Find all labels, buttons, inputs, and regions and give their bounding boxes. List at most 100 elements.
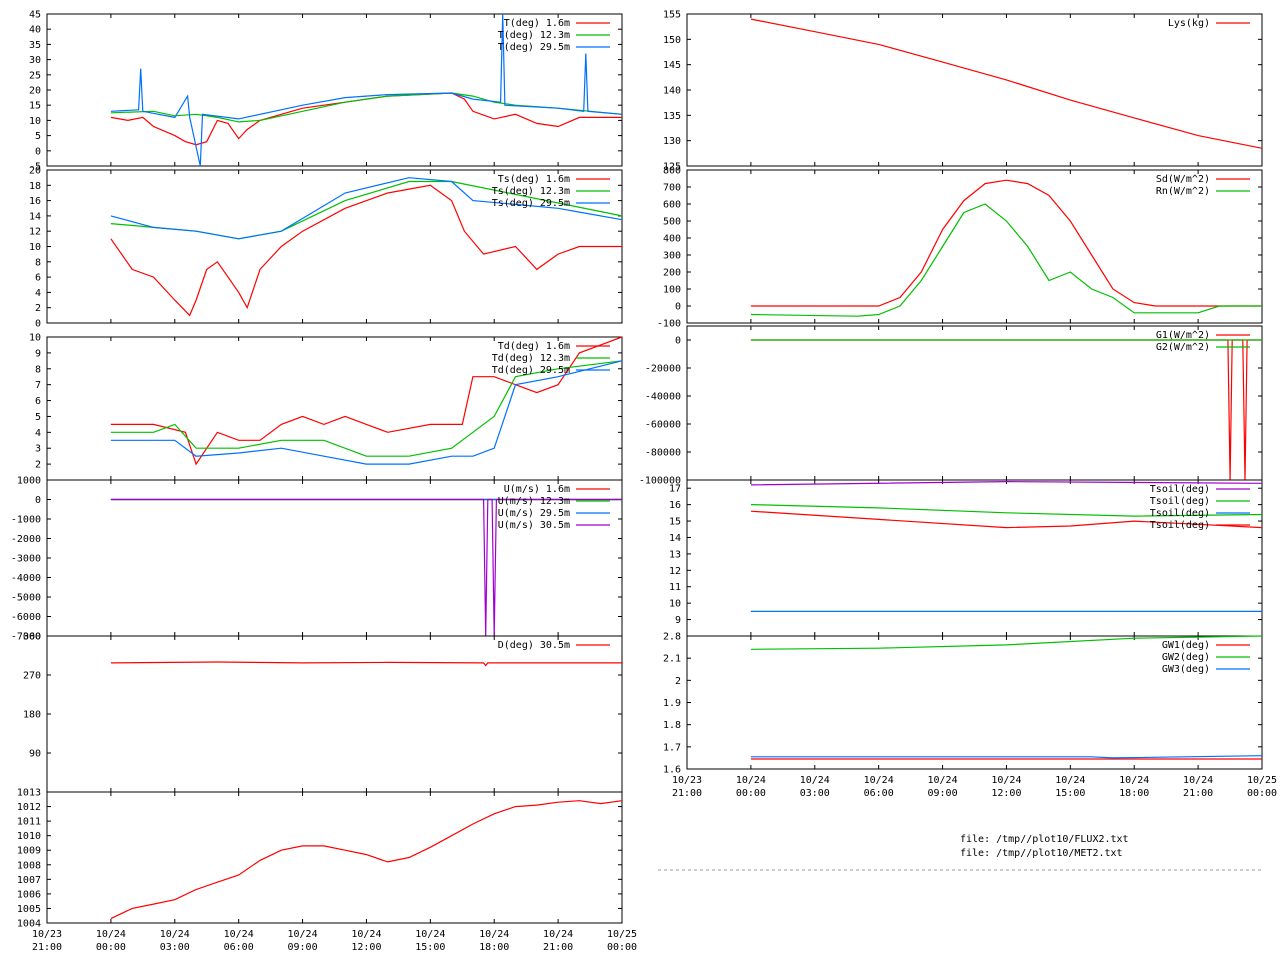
y-tick-label: 0 bbox=[35, 495, 41, 506]
y-tick-label: 0 bbox=[35, 146, 41, 157]
y-tick-label: 1.9 bbox=[663, 698, 681, 709]
y-tick-label: 1012 bbox=[17, 802, 41, 813]
x-tick-label: 09:00 bbox=[288, 942, 318, 953]
chart-g: -100000 -80000 -60000 -40000 -20000 0 G1(W/m^2… bbox=[639, 325, 1263, 487]
y-tick-label: 15 bbox=[29, 101, 41, 112]
x-tick-label: 18:00 bbox=[1119, 788, 1149, 799]
series-line-d-0 bbox=[110, 661, 622, 667]
y-tick-label: 6 bbox=[35, 396, 41, 407]
y-tick-label: 140 bbox=[663, 86, 681, 97]
y-tick-label: -4000 bbox=[11, 573, 41, 584]
legend-label: Sd(W/m^2) bbox=[1156, 174, 1210, 185]
y-tick-label: 2.1 bbox=[663, 654, 681, 665]
legend-label: Ts(deg) 29.5m bbox=[492, 198, 570, 209]
legend-label: U(m/s) 29.5m bbox=[498, 508, 570, 519]
series-line-sd-0 bbox=[750, 179, 1262, 307]
y-tick-label: 3 bbox=[35, 444, 41, 455]
chart-lys: 125 130 135 140 145 150 155 Lys(kg) bbox=[663, 10, 1263, 173]
y-tick-label: 1008 bbox=[17, 860, 41, 871]
legend-label: GW3(deg) bbox=[1162, 664, 1210, 675]
legend-label: Td(deg) 12.3m bbox=[492, 353, 570, 364]
y-tick-label: 20 bbox=[29, 166, 41, 177]
legend-label: Td(deg) 29.5m bbox=[492, 365, 570, 376]
x-tick-label: 21:00 bbox=[32, 942, 62, 953]
y-tick-label: 40 bbox=[29, 25, 41, 36]
y-tick-label: -1000 bbox=[11, 515, 41, 526]
y-tick-label: -100000 bbox=[639, 476, 681, 487]
y-tick-label: 14 bbox=[669, 533, 681, 544]
y-tick-label: 18 bbox=[29, 181, 41, 192]
x-tick-label: 12:00 bbox=[991, 788, 1021, 799]
y-tick-label: 100 bbox=[663, 285, 681, 296]
y-tick-label: 5 bbox=[35, 412, 41, 423]
series-line-lys-0 bbox=[750, 18, 1263, 149]
y-tick-label: 1004 bbox=[17, 919, 41, 930]
y-tick-label: 2.8 bbox=[663, 632, 681, 643]
y-tick-label: 180 bbox=[23, 710, 41, 721]
y-tick-label: 16 bbox=[29, 196, 41, 207]
y-tick-label: 0 bbox=[35, 319, 41, 330]
legend-label: U(m/s) 30.5m bbox=[498, 520, 570, 531]
x-tick-label: 03:00 bbox=[160, 942, 190, 953]
series-line-g-0 bbox=[750, 339, 1262, 481]
x-tick-label: 18:00 bbox=[479, 942, 509, 953]
chart-gw: 1.6 1.7 1.8 1.9 2 2.1 2.8 GW1(deg)GW2(deg)GW3(d… bbox=[663, 632, 1277, 800]
y-tick-label: 150 bbox=[663, 35, 681, 46]
file-line-flux: file: /tmp//plot10/FLUX2.txt bbox=[960, 834, 1129, 845]
y-tick-label: 700 bbox=[663, 183, 681, 194]
y-tick-label: 1006 bbox=[17, 889, 41, 900]
y-tick-label: -20000 bbox=[645, 364, 681, 375]
legend-label: D(deg) 30.5m bbox=[498, 640, 570, 651]
series-line-sd-1 bbox=[750, 203, 1262, 317]
y-tick-label: 30 bbox=[29, 55, 41, 66]
y-tick-label: 400 bbox=[663, 234, 681, 245]
legend-label: Ts(deg) 1.6m bbox=[498, 174, 570, 185]
legend-label: Td(deg) 1.6m bbox=[498, 341, 570, 352]
x-tick-label: 10/24 bbox=[479, 929, 509, 940]
x-tick-label: 10/24 bbox=[736, 775, 766, 786]
legend-label: U(m/s) 12.3m bbox=[498, 496, 570, 507]
y-tick-label: 1013 bbox=[17, 788, 41, 799]
x-tick-label: 21:00 bbox=[672, 788, 702, 799]
series-line-tsoil-0 bbox=[750, 480, 1263, 486]
chart-sd: -100 0 100 200 300 400 500 600 700 800 Sd(W/m^2)Rn… bbox=[657, 166, 1263, 330]
chart-p: 1004 1005 1006 1007 1008 1009 1010 1011 1012 1013… bbox=[17, 788, 637, 954]
series-line-td-0 bbox=[110, 336, 623, 466]
y-tick-label: 45 bbox=[29, 10, 41, 21]
y-tick-label: 12 bbox=[669, 566, 681, 577]
y-tick-label: 15 bbox=[669, 517, 681, 528]
plot-frame bbox=[686, 169, 1263, 324]
y-tick-label: 20 bbox=[29, 86, 41, 97]
y-tick-label: -60000 bbox=[645, 420, 681, 431]
x-tick-label: 00:00 bbox=[96, 942, 126, 953]
series-line-ts-2 bbox=[110, 177, 623, 240]
series-line-gw-2 bbox=[750, 755, 1263, 759]
y-tick-label: 800 bbox=[663, 166, 681, 177]
y-tick-label: 12 bbox=[29, 227, 41, 238]
y-tick-label: 1007 bbox=[17, 875, 41, 886]
chart-d: 90 180 270 360 D(deg) 30.5m bbox=[23, 632, 623, 793]
y-tick-label: 10 bbox=[29, 333, 41, 344]
y-tick-label: 1.6 bbox=[663, 765, 681, 776]
plot-frame bbox=[46, 635, 623, 793]
y-tick-label: 200 bbox=[663, 268, 681, 279]
x-tick-label: 12:00 bbox=[351, 942, 381, 953]
x-tick-label: 10/24 bbox=[928, 775, 958, 786]
series-line-gw-1 bbox=[750, 635, 1263, 650]
y-tick-label: -3000 bbox=[11, 554, 41, 565]
chart-u: -7000 -6000 -5000 -4000 -3000 -2000 -1000 0 1000… bbox=[11, 476, 623, 643]
series-line-u-3 bbox=[110, 498, 622, 637]
x-tick-label: 00:00 bbox=[736, 788, 766, 799]
x-tick-label: 10/24 bbox=[160, 929, 190, 940]
y-tick-label: 10 bbox=[669, 599, 681, 610]
y-tick-label: 1.8 bbox=[663, 720, 681, 731]
x-tick-label: 10/24 bbox=[1119, 775, 1149, 786]
y-tick-label: 135 bbox=[663, 111, 681, 122]
plot-frame bbox=[46, 791, 623, 924]
y-tick-label: 130 bbox=[663, 136, 681, 147]
legend-label: GW1(deg) bbox=[1162, 640, 1210, 651]
legend-label: Ts(deg) 12.3m bbox=[492, 186, 570, 197]
x-tick-label: 10/24 bbox=[1183, 775, 1213, 786]
legend-label: Rn(W/m^2) bbox=[1156, 186, 1210, 197]
